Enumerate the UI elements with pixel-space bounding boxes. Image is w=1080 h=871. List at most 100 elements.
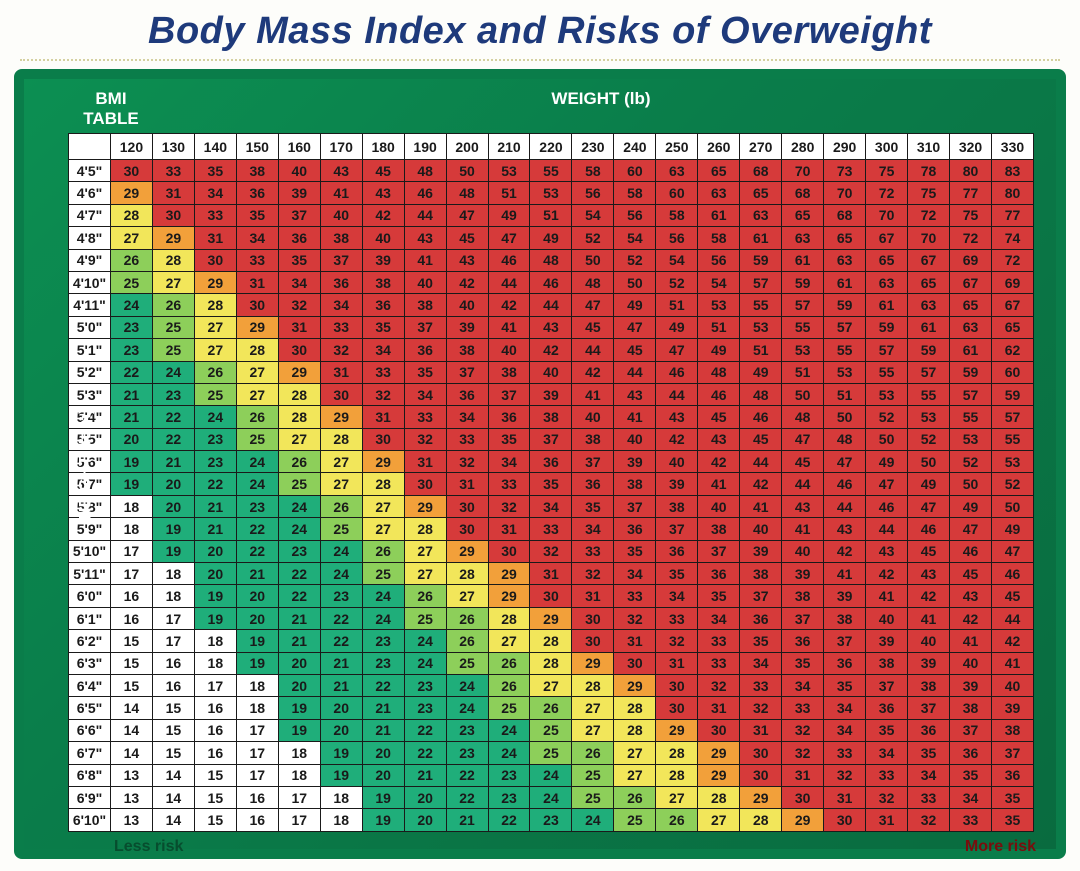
bmi-cell: 29: [656, 719, 698, 741]
bmi-cell: 27: [362, 518, 404, 540]
bmi-cell: 32: [278, 294, 320, 316]
bmi-cell: 36: [824, 652, 866, 674]
bmi-cell: 38: [656, 495, 698, 517]
table-row: 5'6"192123242627293132343637394042444547…: [69, 451, 1034, 473]
bmi-cell: 38: [908, 674, 950, 696]
bmi-cell: 22: [362, 674, 404, 696]
bmi-cell: 22: [320, 607, 362, 629]
bmi-cell: 35: [908, 742, 950, 764]
bmi-cell: 25: [152, 316, 194, 338]
bmi-cell: 32: [698, 674, 740, 696]
bmi-cell: 30: [572, 607, 614, 629]
bmi-cell: 61: [908, 316, 950, 338]
bmi-cell: 21: [404, 764, 446, 786]
height-header-cell: 4'11": [69, 294, 111, 316]
bmi-cell: 35: [572, 495, 614, 517]
bmi-cell: 39: [782, 563, 824, 585]
bmi-cell: 27: [614, 742, 656, 764]
bmi-cell: 30: [320, 383, 362, 405]
table-row: 4'7"283033353740424447495154565861636568…: [69, 204, 1034, 226]
bmi-cell: 29: [194, 271, 236, 293]
bmi-cell: 62: [991, 339, 1033, 361]
bmi-cell: 36: [236, 182, 278, 204]
bmi-cell: 23: [362, 630, 404, 652]
bmi-cell: 45: [950, 563, 992, 585]
bmi-cell: 18: [152, 563, 194, 585]
bmi-cell: 38: [446, 339, 488, 361]
bmi-cell: 16: [194, 742, 236, 764]
bmi-cell: 36: [278, 227, 320, 249]
bmi-cell: 39: [991, 697, 1033, 719]
bmi-cell: 23: [110, 316, 152, 338]
bmi-cell: 36: [404, 339, 446, 361]
bmi-cell: 28: [278, 383, 320, 405]
bmi-cell: 44: [404, 204, 446, 226]
table-row: 5'4"212224262829313334363840414345464850…: [69, 406, 1034, 428]
bmi-cell: 36: [614, 518, 656, 540]
bmi-cell: 58: [656, 204, 698, 226]
bmi-cell: 19: [152, 540, 194, 562]
bmi-cell: 57: [740, 271, 782, 293]
bmi-cell: 29: [278, 361, 320, 383]
bmi-cell: 38: [362, 271, 404, 293]
bmi-cell: 21: [110, 383, 152, 405]
bmi-cell: 28: [320, 428, 362, 450]
bmi-cell: 45: [908, 540, 950, 562]
bmi-cell: 24: [320, 563, 362, 585]
bmi-cell: 49: [488, 204, 530, 226]
bmi-cell: 23: [404, 674, 446, 696]
bmi-cell: 44: [656, 383, 698, 405]
table-row: 6'8"131415171819202122232425272829303132…: [69, 764, 1034, 786]
bmi-cell: 50: [824, 406, 866, 428]
bmi-cell: 43: [866, 540, 908, 562]
bmi-cell: 30: [740, 764, 782, 786]
bmi-cell: 54: [656, 249, 698, 271]
bmi-cell: 40: [278, 160, 320, 182]
bmi-cell: 47: [991, 540, 1033, 562]
bmi-cell: 39: [866, 630, 908, 652]
bmi-cell: 77: [950, 182, 992, 204]
bmi-cell: 63: [950, 316, 992, 338]
bmi-cell: 33: [446, 428, 488, 450]
bmi-cell: 35: [782, 652, 824, 674]
height-header-cell: 6'2": [69, 630, 111, 652]
bmi-cell: 83: [991, 160, 1033, 182]
bmi-cell: 26: [404, 585, 446, 607]
bmi-cell: 40: [656, 451, 698, 473]
height-header-cell: 6'4": [69, 674, 111, 696]
height-header-cell: 5'3": [69, 383, 111, 405]
bmi-cell: 26: [362, 540, 404, 562]
bmi-cell: 30: [110, 160, 152, 182]
bmi-cell: 24: [446, 674, 488, 696]
bmi-cell: 63: [908, 294, 950, 316]
height-header-cell: 6'6": [69, 719, 111, 741]
bmi-cell: 30: [656, 697, 698, 719]
weight-header-cell: 320: [950, 134, 992, 160]
bmi-cell: 37: [740, 585, 782, 607]
bmi-cell: 53: [782, 339, 824, 361]
bmi-cell: 36: [991, 764, 1033, 786]
bmi-cell: 32: [740, 697, 782, 719]
bmi-cell: 23: [278, 540, 320, 562]
bmi-cell: 41: [991, 652, 1033, 674]
bmi-cell: 23: [194, 451, 236, 473]
bmi-cell: 20: [278, 652, 320, 674]
height-header-cell: 4'8": [69, 227, 111, 249]
bmi-cell: 63: [866, 271, 908, 293]
weight-header-cell: 140: [194, 134, 236, 160]
bmi-cell: 35: [614, 540, 656, 562]
bmi-cell: 37: [656, 518, 698, 540]
bmi-cell: 19: [110, 473, 152, 495]
bmi-cell: 28: [236, 339, 278, 361]
bmi-cell: 28: [152, 249, 194, 271]
bmi-cell: 48: [824, 428, 866, 450]
bmi-cell: 17: [278, 786, 320, 808]
bmi-cell: 38: [740, 563, 782, 585]
bmi-cell: 29: [446, 540, 488, 562]
bmi-cell: 43: [614, 383, 656, 405]
bmi-cell: 17: [152, 630, 194, 652]
bmi-cell: 24: [488, 742, 530, 764]
bmi-cell: 29: [110, 182, 152, 204]
table-row: 5'7"192022242527283031333536383941424446…: [69, 473, 1034, 495]
bmi-cell: 39: [614, 451, 656, 473]
